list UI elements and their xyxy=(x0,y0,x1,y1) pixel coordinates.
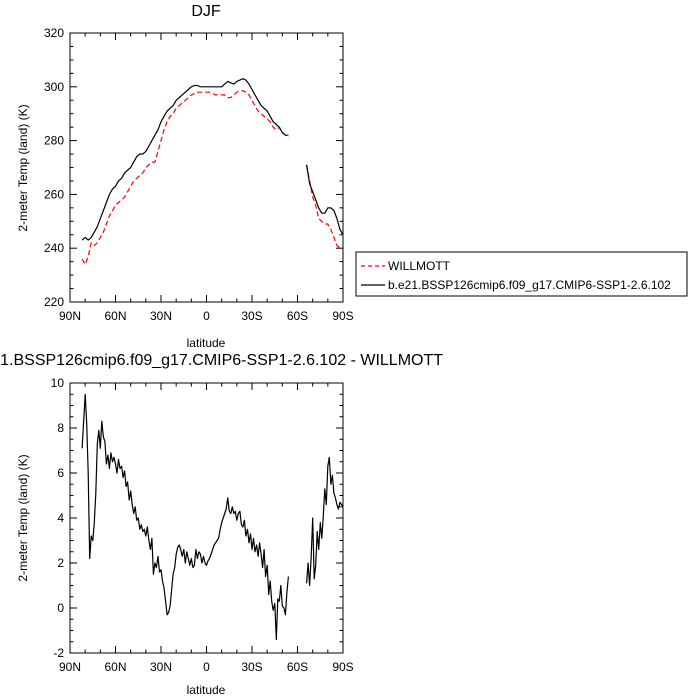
x-tick-label: 60N xyxy=(104,660,126,674)
y-tick-label: 260 xyxy=(44,187,64,201)
y-tick-label: 320 xyxy=(44,26,64,40)
series-line-1-segment-0 xyxy=(81,78,289,241)
y-tick-label: 280 xyxy=(44,134,64,148)
difference-panel: b.e21.BSSP126cmip6.f09_g17.CMIP6-SSP1-2.… xyxy=(0,352,443,697)
y-tick-label: 300 xyxy=(44,80,64,94)
y-axis-label: 2-meter Temp (land) (K) xyxy=(16,104,30,231)
x-tick-label: 90N xyxy=(59,660,81,674)
chart-title: DJF xyxy=(191,3,221,20)
x-tick-label: 0 xyxy=(203,309,210,323)
y-tick-label: 6 xyxy=(57,466,64,480)
y-tick-label: 220 xyxy=(44,295,64,309)
x-tick-label: 30S xyxy=(241,309,262,323)
legend: WILLMOTT b.e21.BSSP126cmip6.f09_g17.CMIP… xyxy=(355,251,688,297)
axis-ticks: 90N 60N 30N 0 30S 60S 90S 220 240 260 280 300 320 xyxy=(44,26,354,323)
axis-ticks: 90N 60N 30N 0 30S 60S 90S -2 0 2 4 6 8 10 xyxy=(51,376,354,674)
plot-lines xyxy=(81,393,344,641)
x-axis-label: latitude xyxy=(187,336,226,350)
x-tick-label: 30N xyxy=(150,309,172,323)
plot-frame xyxy=(69,382,344,654)
series-line-0-segment-1 xyxy=(306,164,343,249)
series-line-0-segment-0 xyxy=(81,393,289,641)
y-tick-label: 240 xyxy=(44,241,64,255)
series-line-0-segment-1 xyxy=(306,456,344,587)
chart-title: b.e21.BSSP126cmip6.f09_g17.CMIP6-SSP1-2.… xyxy=(0,352,443,369)
y-tick-label: 8 xyxy=(57,421,64,435)
legend-box xyxy=(355,251,688,297)
legend-label-model: b.e21.BSSP126cmip6.f09_g17.CMIP6-SSP1-2.… xyxy=(388,278,671,292)
x-tick-label: 90N xyxy=(59,309,81,323)
y-tick-label: -2 xyxy=(53,646,64,660)
x-axis-label: latitude xyxy=(187,683,226,697)
x-tick-label: 90S xyxy=(332,309,353,323)
series-line-1-segment-1 xyxy=(306,164,344,236)
x-tick-label: 60S xyxy=(287,660,308,674)
x-tick-label: 90S xyxy=(332,660,353,674)
y-tick-label: 4 xyxy=(57,511,64,525)
plot-frame xyxy=(69,32,344,303)
temperature-panel: DJF 2-meter Temp (land) (K) latitude 90N… xyxy=(16,3,354,350)
x-tick-label: 60S xyxy=(287,309,308,323)
legend-label-willmott: WILLMOTT xyxy=(388,259,451,273)
x-tick-label: 0 xyxy=(203,660,210,674)
y-tick-label: 10 xyxy=(51,376,65,390)
x-tick-label: 60N xyxy=(104,309,126,323)
x-tick-label: 30N xyxy=(150,660,172,674)
y-tick-label: 2 xyxy=(57,556,64,570)
series-line-0-segment-0 xyxy=(81,90,289,265)
y-axis-label: 2-meter Temp (land) (K) xyxy=(16,454,30,581)
x-tick-label: 30S xyxy=(241,660,262,674)
plot-lines xyxy=(81,78,344,265)
y-tick-label: 0 xyxy=(57,601,64,615)
